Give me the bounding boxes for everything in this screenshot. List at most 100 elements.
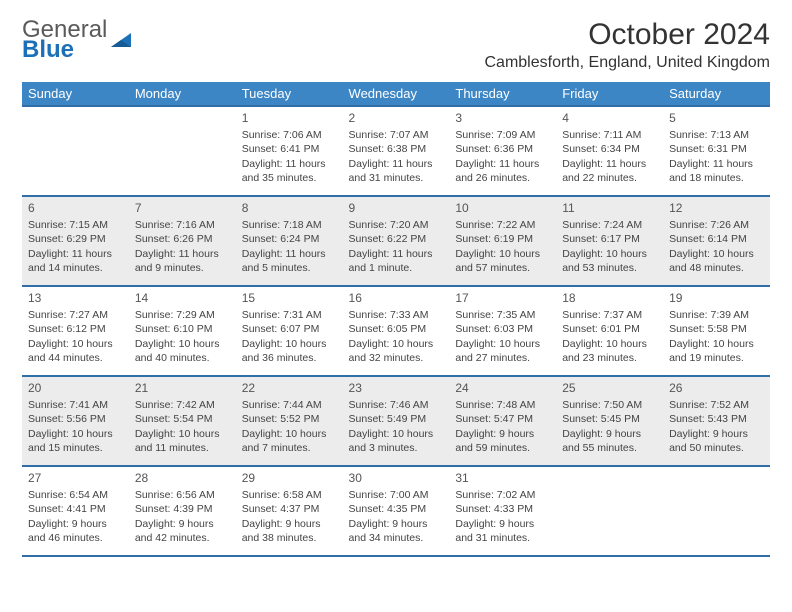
day-number: 2 xyxy=(349,110,444,126)
calendar-week: 1Sunrise: 7:06 AMSunset: 6:41 PMDaylight… xyxy=(22,106,770,196)
daylight-text: Daylight: 9 hours and 31 minutes. xyxy=(455,517,550,545)
calendar-cell: 12Sunrise: 7:26 AMSunset: 6:14 PMDayligh… xyxy=(663,196,770,286)
sunset-text: Sunset: 6:12 PM xyxy=(28,322,123,336)
calendar-cell: 1Sunrise: 7:06 AMSunset: 6:41 PMDaylight… xyxy=(236,106,343,196)
sunset-text: Sunset: 6:26 PM xyxy=(135,232,230,246)
sunset-text: Sunset: 6:10 PM xyxy=(135,322,230,336)
daylight-text: Daylight: 9 hours and 38 minutes. xyxy=(242,517,337,545)
calendar-cell: 15 Sunrise: 7:31 AMSunset: 6:07 PMDayligh… xyxy=(236,286,343,376)
month-title: October 2024 xyxy=(485,18,771,52)
day-number: 21 xyxy=(135,380,230,396)
calendar-cell: 6Sunrise: 7:15 AMSunset: 6:29 PMDaylight… xyxy=(22,196,129,286)
sunset-text: Sunset: 6:22 PM xyxy=(349,232,444,246)
daylight-text: Daylight: 9 hours and 46 minutes. xyxy=(28,517,123,545)
sunset-text: Sunset: 5:58 PM xyxy=(669,322,764,336)
calendar-cell: 21Sunrise: 7:42 AMSunset: 5:54 PMDayligh… xyxy=(129,376,236,466)
calendar-cell: 29Sunrise: 6:58 AMSunset: 4:37 PMDayligh… xyxy=(236,466,343,556)
sunrise-text: Sunrise: 7:39 AM xyxy=(669,308,764,322)
sunset-text: Sunset: 6:24 PM xyxy=(242,232,337,246)
sunset-text: Sunset: 5:56 PM xyxy=(28,412,123,426)
sunrise-text: Sunrise: 7:35 AM xyxy=(455,308,550,322)
daylight-text: Daylight: 10 hours and 57 minutes. xyxy=(455,247,550,275)
day-header: Thursday xyxy=(449,82,556,106)
day-number: 19 xyxy=(669,290,764,306)
sunset-text: Sunset: 6:07 PM xyxy=(242,322,337,336)
calendar-cell: 7 Sunrise: 7:16 AMSunset: 6:26 PMDaylight… xyxy=(129,196,236,286)
sunset-text: Sunset: 6:41 PM xyxy=(242,142,337,156)
sunrise-text: Sunrise: 7:31 AM xyxy=(242,308,337,322)
daylight-text: Daylight: 10 hours and 15 minutes. xyxy=(28,427,123,455)
daylight-text: Daylight: 10 hours and 53 minutes. xyxy=(562,247,657,275)
calendar-head: SundayMondayTuesdayWednesdayThursdayFrid… xyxy=(22,82,770,106)
day-header: Wednesday xyxy=(343,82,450,106)
day-number: 3 xyxy=(455,110,550,126)
sunset-text: Sunset: 5:45 PM xyxy=(562,412,657,426)
day-header: Monday xyxy=(129,82,236,106)
daylight-text: Daylight: 11 hours and 31 minutes. xyxy=(349,157,444,185)
daylight-text: Daylight: 11 hours and 9 minutes. xyxy=(135,247,230,275)
daylight-text: Daylight: 9 hours and 34 minutes. xyxy=(349,517,444,545)
sunrise-text: Sunrise: 7:37 AM xyxy=(562,308,657,322)
calendar-cell: 26Sunrise: 7:52 AMSunset: 5:43 PMDayligh… xyxy=(663,376,770,466)
sunset-text: Sunset: 6:36 PM xyxy=(455,142,550,156)
day-number: 7 xyxy=(135,200,230,216)
calendar-week: 13Sunrise: 7:27 AMSunset: 6:12 PMDayligh… xyxy=(22,286,770,376)
daylight-text: Daylight: 10 hours and 19 minutes. xyxy=(669,337,764,365)
sunset-text: Sunset: 4:39 PM xyxy=(135,502,230,516)
calendar-cell xyxy=(129,106,236,196)
sunrise-text: Sunrise: 7:22 AM xyxy=(455,218,550,232)
header: General Blue October 2024 Camblesforth, … xyxy=(22,18,770,72)
calendar-cell: 30Sunrise: 7:00 AMSunset: 4:35 PMDayligh… xyxy=(343,466,450,556)
daylight-text: Daylight: 9 hours and 50 minutes. xyxy=(669,427,764,455)
day-number: 16 xyxy=(349,290,444,306)
daylight-text: Daylight: 11 hours and 26 minutes. xyxy=(455,157,550,185)
calendar-cell: 23Sunrise: 7:46 AMSunset: 5:49 PMDayligh… xyxy=(343,376,450,466)
calendar-cell: 18Sunrise: 7:37 AMSunset: 6:01 PMDayligh… xyxy=(556,286,663,376)
day-number: 29 xyxy=(242,470,337,486)
sunrise-text: Sunrise: 6:54 AM xyxy=(28,488,123,502)
calendar-week: 27Sunrise: 6:54 AMSunset: 4:41 PMDayligh… xyxy=(22,466,770,556)
sunrise-text: Sunrise: 7:26 AM xyxy=(669,218,764,232)
sunset-text: Sunset: 5:54 PM xyxy=(135,412,230,426)
sunset-text: Sunset: 6:38 PM xyxy=(349,142,444,156)
daylight-text: Daylight: 10 hours and 48 minutes. xyxy=(669,247,764,275)
day-number: 13 xyxy=(28,290,123,306)
sunset-text: Sunset: 5:49 PM xyxy=(349,412,444,426)
day-number: 14 xyxy=(135,290,230,306)
sunrise-text: Sunrise: 7:16 AM xyxy=(135,218,230,232)
day-header: Saturday xyxy=(663,82,770,106)
day-number: 4 xyxy=(562,110,657,126)
day-number: 22 xyxy=(242,380,337,396)
daylight-text: Daylight: 11 hours and 14 minutes. xyxy=(28,247,123,275)
sunrise-text: Sunrise: 7:15 AM xyxy=(28,218,123,232)
location: Camblesforth, England, United Kingdom xyxy=(485,54,771,72)
day-number: 25 xyxy=(562,380,657,396)
logo: General Blue xyxy=(22,18,135,62)
calendar-cell: 5Sunrise: 7:13 AMSunset: 6:31 PMDaylight… xyxy=(663,106,770,196)
sunrise-text: Sunrise: 7:20 AM xyxy=(349,218,444,232)
daylight-text: Daylight: 10 hours and 36 minutes. xyxy=(242,337,337,365)
sunset-text: Sunset: 6:03 PM xyxy=(455,322,550,336)
calendar-cell: 14Sunrise: 7:29 AMSunset: 6:10 PMDayligh… xyxy=(129,286,236,376)
calendar-body: 1Sunrise: 7:06 AMSunset: 6:41 PMDaylight… xyxy=(22,106,770,556)
sunrise-text: Sunrise: 7:02 AM xyxy=(455,488,550,502)
sunrise-text: Sunrise: 7:52 AM xyxy=(669,398,764,412)
sunset-text: Sunset: 4:41 PM xyxy=(28,502,123,516)
calendar-cell: 9Sunrise: 7:20 AMSunset: 6:22 PMDaylight… xyxy=(343,196,450,286)
sunrise-text: Sunrise: 7:00 AM xyxy=(349,488,444,502)
daylight-text: Daylight: 9 hours and 59 minutes. xyxy=(455,427,550,455)
sunset-text: Sunset: 4:37 PM xyxy=(242,502,337,516)
daylight-text: Daylight: 10 hours and 11 minutes. xyxy=(135,427,230,455)
day-number: 15 xyxy=(242,290,337,306)
day-number: 20 xyxy=(28,380,123,396)
calendar-cell: 10Sunrise: 7:22 AMSunset: 6:19 PMDayligh… xyxy=(449,196,556,286)
sunset-text: Sunset: 6:29 PM xyxy=(28,232,123,246)
sunrise-text: Sunrise: 6:56 AM xyxy=(135,488,230,502)
sunrise-text: Sunrise: 7:06 AM xyxy=(242,128,337,142)
calendar-cell: 16Sunrise: 7:33 AMSunset: 6:05 PMDayligh… xyxy=(343,286,450,376)
sunset-text: Sunset: 6:34 PM xyxy=(562,142,657,156)
daylight-text: Daylight: 11 hours and 35 minutes. xyxy=(242,157,337,185)
day-number: 26 xyxy=(669,380,764,396)
day-header: Sunday xyxy=(22,82,129,106)
sunrise-text: Sunrise: 7:46 AM xyxy=(349,398,444,412)
